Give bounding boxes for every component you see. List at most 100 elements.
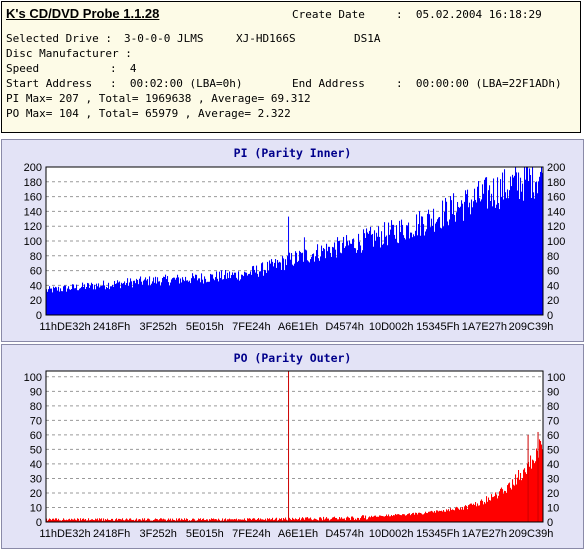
pi-bar (502, 172, 504, 315)
po-bar (233, 519, 235, 522)
po-ytick-label-right: 20 (547, 488, 559, 500)
pi-bar (205, 278, 207, 315)
po-bar (478, 505, 480, 522)
po-ytick-label-left: 70 (30, 415, 42, 427)
pi-bar (92, 283, 94, 315)
po-bar (68, 519, 70, 522)
pi-bar (51, 288, 53, 315)
pi-bar (519, 199, 521, 315)
po-bar (321, 518, 323, 522)
pi-bar (211, 274, 213, 315)
pi-bar (56, 287, 58, 315)
pi-bar (148, 285, 150, 315)
pi-bar (138, 284, 140, 315)
pi-bar (70, 289, 72, 315)
po-bar (167, 519, 169, 522)
pi-bar (521, 191, 523, 315)
pi-bar (379, 236, 381, 315)
pi-bar (433, 208, 435, 315)
pi-bar (62, 291, 64, 315)
po-bar (512, 479, 514, 522)
po-bar (347, 516, 349, 522)
pi-bar (437, 219, 439, 315)
po-bar (381, 515, 383, 522)
po-bar (286, 519, 288, 522)
po-bar (202, 518, 204, 522)
po-bar (268, 519, 270, 522)
po-bar (428, 511, 430, 522)
pi-ytick-label-right: 120 (547, 221, 565, 233)
po-bar (270, 519, 272, 522)
po-bar (237, 520, 239, 522)
pi-bar (499, 209, 501, 315)
pi-ytick-label-right: 200 (547, 162, 565, 174)
po-bar (537, 450, 539, 522)
pi-bar (295, 251, 297, 315)
pi-bar (324, 249, 326, 315)
pi-bar (165, 274, 167, 315)
pi-bar (68, 286, 70, 315)
po-bar (100, 519, 102, 522)
po-bar (483, 504, 485, 522)
po-bar (118, 518, 120, 522)
pi-bar (478, 181, 480, 315)
pi-bar (261, 263, 263, 315)
po-bar (173, 519, 175, 522)
pi-bar (446, 201, 448, 315)
pi-bar (452, 214, 454, 315)
pi-bar (527, 167, 529, 315)
pi-ytick-label-right: 100 (547, 236, 565, 248)
po-bar (254, 518, 256, 522)
pi-bar (349, 240, 351, 315)
po-bar (349, 518, 351, 522)
po-bar (257, 519, 259, 522)
po-bar (511, 489, 513, 522)
pi-bar (294, 263, 296, 315)
po-xtick-label: 1A7E27h (462, 528, 507, 540)
pi-bar (360, 245, 362, 315)
po-bar (421, 513, 423, 522)
po-bar (353, 517, 355, 522)
po-bar (182, 519, 184, 522)
pi-bar (129, 282, 131, 315)
pi-bar (461, 200, 463, 315)
pi-bar (188, 281, 190, 315)
pi-bar (534, 198, 536, 315)
po-bar (110, 520, 112, 522)
pi-bar (216, 271, 218, 315)
po-bar (142, 518, 144, 522)
pi-bar (359, 241, 361, 315)
po-bar (312, 520, 314, 522)
po-bar (281, 518, 283, 522)
po-bar (454, 510, 456, 522)
po-bar (124, 520, 126, 522)
po-bar (372, 516, 374, 522)
pi-bar (204, 276, 206, 315)
pi-bar (260, 271, 262, 315)
po-bar (295, 518, 297, 522)
pi-bar (139, 278, 141, 315)
speed-label: Speed (6, 62, 40, 75)
pi-bar (540, 171, 542, 315)
po-bar (497, 498, 499, 522)
po-bar (329, 520, 331, 522)
po-bar (78, 518, 80, 522)
pi-bar (496, 204, 498, 315)
po-bar (132, 520, 134, 522)
pi-bar (257, 273, 259, 315)
po-bar (355, 518, 357, 522)
pi-bar (505, 192, 507, 315)
po-bar (114, 520, 116, 522)
po-bar (328, 518, 330, 522)
po-bar (238, 519, 240, 522)
po-bar (149, 519, 151, 522)
po-bar (411, 514, 413, 522)
pi-bar (185, 276, 187, 315)
po-bar (77, 518, 79, 522)
po-bar (119, 518, 121, 522)
po-bar (209, 519, 211, 522)
pi-bar (536, 181, 538, 315)
create-date-label: Create Date (292, 8, 365, 21)
pi-bar (151, 283, 153, 315)
pi-bar (287, 255, 289, 315)
